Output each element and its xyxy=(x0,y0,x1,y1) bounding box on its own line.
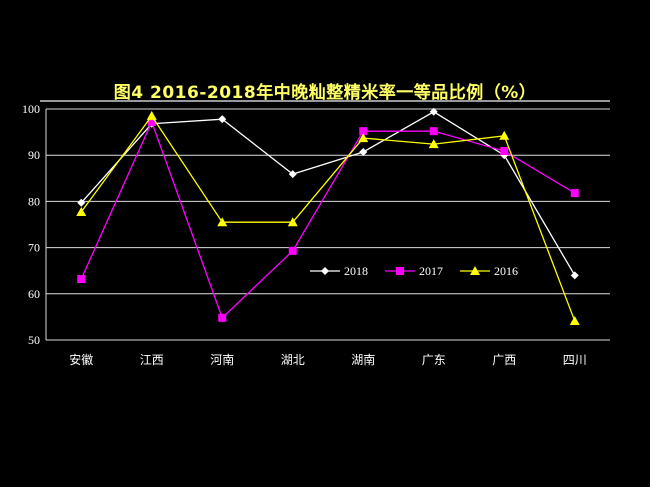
data-point-2016 xyxy=(358,133,369,143)
data-point-2017 xyxy=(359,127,368,136)
data-point-2016 xyxy=(287,217,298,227)
legend-label-2017: 2017 xyxy=(419,264,443,278)
data-point-2017 xyxy=(429,127,438,136)
legend-label-2018: 2018 xyxy=(344,264,368,278)
data-point-2016 xyxy=(428,139,439,149)
x-tick-label: 江西 xyxy=(140,353,164,367)
legend-marker-2017 xyxy=(396,267,404,275)
data-point-2018 xyxy=(429,107,438,116)
chart-title: 图4 2016-2018年中晚籼整精米率一等品比例（%） xyxy=(113,83,537,103)
y-tick-label: 70 xyxy=(28,241,40,255)
data-point-2018 xyxy=(218,115,227,124)
data-point-2017 xyxy=(218,313,227,322)
data-point-2017 xyxy=(570,189,579,198)
data-point-2016 xyxy=(76,207,87,217)
legend-label-2016: 2016 xyxy=(494,264,518,278)
y-tick-label: 90 xyxy=(28,148,40,162)
data-point-2018 xyxy=(359,147,368,156)
x-tick-label: 安徽 xyxy=(69,352,93,367)
data-point-2017 xyxy=(500,147,509,156)
data-point-2016 xyxy=(217,217,228,227)
x-tick-label: 河南 xyxy=(210,352,234,367)
y-tick-label: 60 xyxy=(28,287,40,301)
data-point-2017 xyxy=(288,246,297,255)
legend-marker-2018 xyxy=(321,267,329,275)
data-point-2016 xyxy=(146,110,157,120)
data-point-2018 xyxy=(288,170,297,179)
data-point-2018 xyxy=(77,198,86,207)
series-line-2016 xyxy=(80,114,576,322)
y-tick-label: 50 xyxy=(28,333,40,347)
y-tick-label: 80 xyxy=(28,194,40,208)
x-tick-label: 四川 xyxy=(563,353,587,367)
x-tick-label: 广西 xyxy=(492,353,516,367)
data-point-2017 xyxy=(147,117,156,126)
x-tick-label: 湖北 xyxy=(281,352,305,367)
data-point-2018 xyxy=(570,271,579,280)
data-point-2017 xyxy=(77,275,86,284)
data-point-2016 xyxy=(499,130,510,140)
series-line-2017 xyxy=(80,120,576,319)
x-tick-label: 湖南 xyxy=(351,352,375,367)
legend-marker-2016 xyxy=(470,266,480,275)
y-tick-label: 100 xyxy=(22,102,40,116)
data-point-2016 xyxy=(569,316,580,326)
x-tick-label: 广东 xyxy=(422,353,446,367)
